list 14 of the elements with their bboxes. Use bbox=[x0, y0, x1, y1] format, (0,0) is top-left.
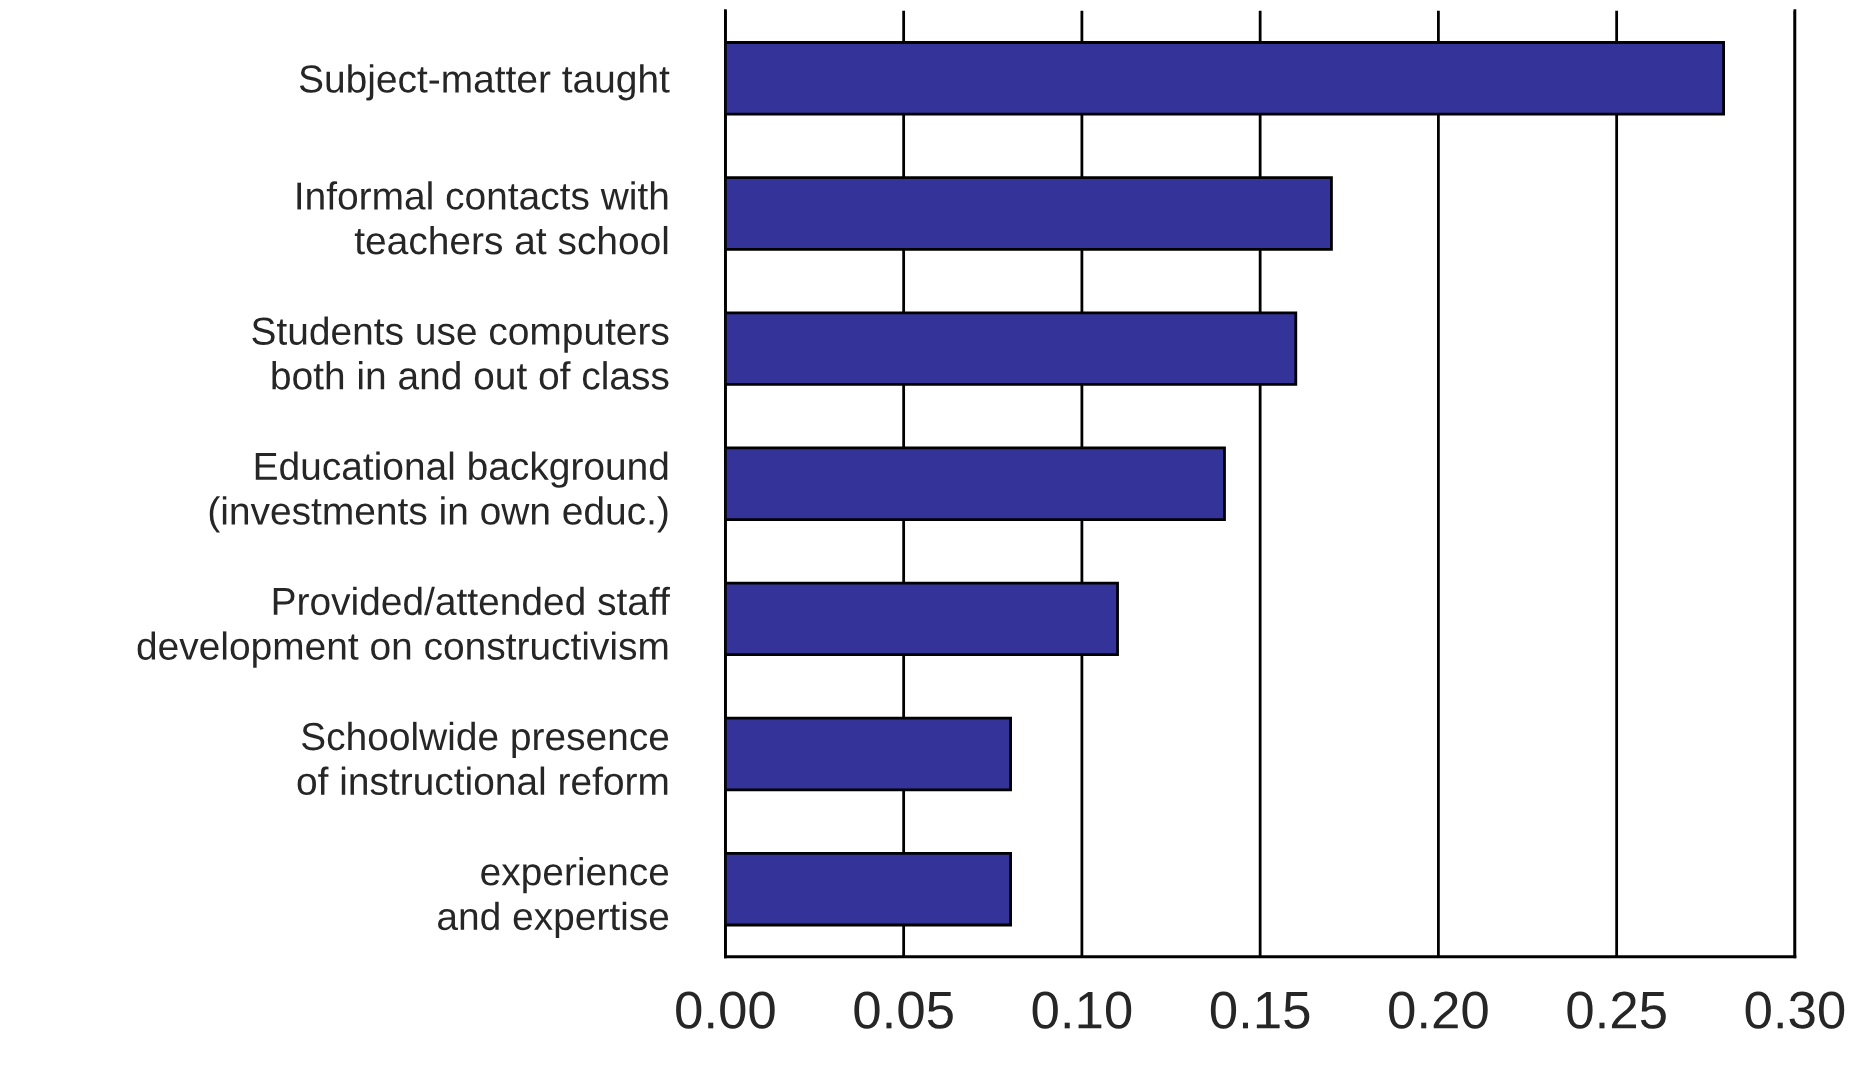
x-tick-label: 0.20 bbox=[1389, 991, 1488, 1029]
y-tick-label: Students use computers both in and out of class bbox=[252, 316, 669, 390]
x-tick-label: 0.10 bbox=[1032, 991, 1132, 1029]
y-tick-label: experience and expertise bbox=[438, 856, 669, 938]
y-tick-label: Schoolwide presence of instructional reform bbox=[297, 721, 669, 796]
x-tick-label: 0.15 bbox=[1210, 991, 1310, 1029]
x-tick-label: 0.05 bbox=[854, 991, 953, 1029]
y-tick-label: Educational background (investments in own educ.) bbox=[209, 451, 668, 533]
x-tick-label: 0.30 bbox=[1745, 991, 1845, 1029]
x-tick-label: 0.00 bbox=[676, 991, 775, 1029]
y-tick-label: Subject-matter taught bbox=[299, 64, 670, 101]
x-tick-label: 0.25 bbox=[1567, 991, 1666, 1029]
y-tick-label: Informal contacts with teachers at school bbox=[297, 181, 668, 255]
y-tick-label: Provided/attended staff development on constructivism bbox=[137, 586, 670, 668]
